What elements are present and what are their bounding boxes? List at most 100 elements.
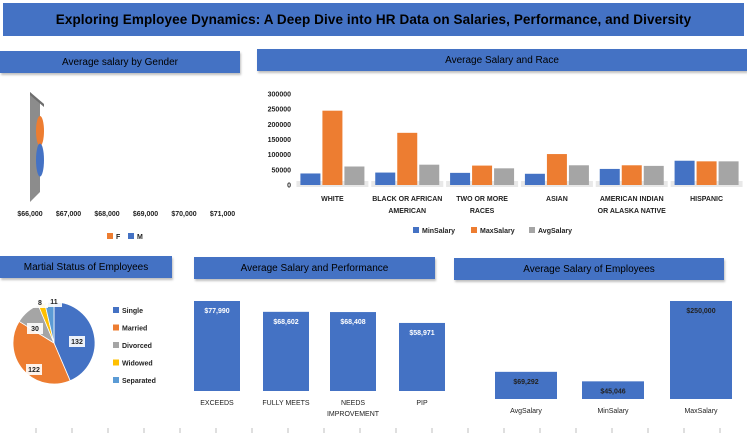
race-legend-label: MinSalary [422,228,455,235]
gender-x-tick-label: $67,000 [56,211,81,218]
employees-x-tick-label: MaxSalary [684,408,718,415]
race-bar-maxsalary [621,165,642,185]
race-bar-avgsalary [643,165,664,185]
gender-x-tick-label: $71,000 [210,211,235,218]
gender-bar-f-base [36,116,44,146]
performance-panel-header: Average Salary and Performance [194,257,435,279]
performance-data-label: $58,971 [409,330,434,337]
marital-panel-header: Martial Status of Employees [0,256,172,278]
marital-data-label-box [69,336,85,347]
race-bar-maxsalary [397,132,418,185]
marital-status-chart: 132 122 30 8 11 Single Married Divorced Widowed S… [12,296,156,385]
performance-bar [399,322,445,391]
race-legend-label: MaxSalary [480,228,515,235]
race-bar-minsalary [300,173,321,185]
race-salary-chart: 0 50000 100000 150000 200000 250000 300000 WHIT… [268,92,743,235]
performance-bar [263,311,309,391]
performance-data-label: $68,602 [273,319,298,326]
race-y-tick-label: 150000 [268,137,291,144]
employees-x-tick-label: MinSalary [597,408,629,415]
dashboard-title-bar: Exploring Employee Dynamics: A Deep Dive… [3,3,744,36]
marital-data-label-box [26,364,42,375]
gender-legend-swatch-m [128,233,134,239]
race-x-tick-label: BLACK OR AFRICAN [372,196,442,203]
performance-x-tick-label: NEEDS [341,400,365,407]
marital-legend-swatch [113,377,119,383]
performance-x-tick-label: FULLY MEETS [262,400,310,407]
race-bar-minsalary [450,172,471,185]
race-bar-minsalary [674,160,695,185]
marital-data-label-box [46,296,62,307]
employees-x-tick-label: AvgSalary [510,408,542,415]
employees-bar [670,301,732,399]
race-bar-minsalary [599,168,620,185]
marital-legend-label: Widowed [122,361,153,368]
performance-data-label: $77,990 [204,308,229,315]
marital-data-label-box [27,323,43,334]
race-legend-swatch [471,227,477,233]
marital-data-label: 8 [38,300,42,307]
race-bar-maxsalary [696,161,717,185]
gender-x-tick-label: $66,000 [17,211,42,218]
race-y-tick-label: 100000 [268,152,291,159]
gender-salary-chart: $66,000 $67,000 $68,000 $69,000 $70,000 $71,0… [17,92,235,241]
race-bar-avgsalary [718,161,739,185]
marital-data-label: 30 [31,326,39,333]
employees-data-label: $45,046 [600,388,625,395]
race-y-tick-label: 50000 [272,167,292,174]
marital-data-label: 11 [50,299,58,306]
race-legend-swatch [529,227,535,233]
gender-panel-header: Average salary by Gender [0,51,240,73]
race-bar-maxsalary [546,154,567,185]
race-bar-maxsalary [322,110,343,185]
employee-salary-chart: $69,292 AvgSalary $45,046 MinSalary $250,000… [495,301,732,415]
race-y-tick-label: 200000 [268,122,291,129]
gender-legend-label-f: F [116,234,121,241]
marital-legend-label: Separated [122,378,156,385]
race-y-tick-label: 0 [287,183,291,190]
race-x-tick-label: OR ALASKA NATIVE [598,208,667,215]
race-x-tick-label: TWO OR MORE [456,196,508,203]
race-x-tick-label: HISPANIC [690,196,723,203]
employees-data-label: $69,292 [513,379,538,386]
race-bar-avgsalary [419,164,440,185]
race-legend-swatch [413,227,419,233]
marital-legend-label: Married [122,326,147,333]
marital-data-label-box [32,297,48,308]
marital-data-label: 132 [71,339,83,346]
employees-panel-header: Average Salary of Employees [454,258,724,280]
performance-x-tick-label: IMPROVEMENT [327,411,380,418]
performance-data-label: $68,408 [340,319,365,326]
dashboard-title: Exploring Employee Dynamics: A Deep Dive… [55,12,692,27]
employees-bar [495,371,557,399]
performance-x-tick-label: EXCEEDS [200,400,234,407]
bottom-tick-strip [35,428,721,433]
performance-salary-chart: $77,990 EXCEEDS $68,602 FULLY MEETS $68,408 N… [194,301,445,418]
race-x-tick-label: WHITE [321,196,344,203]
race-bar-avgsalary [344,166,365,185]
gender-x-tick-label: $70,000 [171,211,196,218]
race-panel-header: Average Salary and Race [257,49,747,71]
race-y-tick-label: 250000 [268,107,291,114]
employees-bar [582,381,644,399]
employees-data-label: $250,000 [686,308,715,315]
race-x-tick-label: AMERICAN INDIAN [600,196,664,203]
performance-bar [330,312,376,391]
gender-wall-edge [30,92,44,107]
race-bar-minsalary [524,173,545,185]
marital-legend-swatch [113,307,119,313]
performance-x-tick-label: PIP [416,400,428,407]
gender-legend-label-m: M [137,234,143,241]
race-bar-avgsalary [568,165,589,185]
race-bar-maxsalary [472,165,493,185]
race-x-tick-label: ASIAN [546,196,568,203]
race-y-tick-label: 300000 [268,92,291,99]
marital-legend-swatch [113,324,119,331]
race-bar-minsalary [375,172,396,185]
marital-data-label: 122 [28,367,40,374]
marital-legend-label: Single [122,308,143,315]
race-x-tick-label: AMERICAN [388,208,426,215]
marital-legend-label: Divorced [122,343,152,350]
marital-legend-swatch [113,342,119,348]
performance-bar [194,301,240,391]
